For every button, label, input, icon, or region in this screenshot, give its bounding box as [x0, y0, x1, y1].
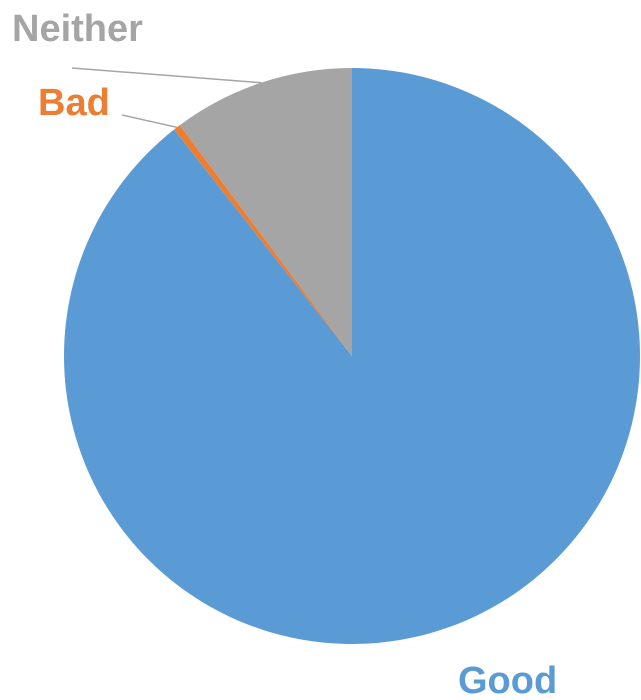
pie-slice-good: [64, 68, 641, 645]
pie-slices: [64, 67, 641, 645]
slice-labels: Good Bad Neither: [12, 8, 557, 700]
leader-lines: [71, 67, 262, 129]
slice-label-bad: Bad: [38, 82, 110, 124]
slice-label-good: Good: [458, 660, 557, 700]
pie-slice-neither: [179, 67, 352, 356]
pie-slice-bad: [174, 125, 352, 357]
leader-line-neither: [71, 67, 262, 84]
leader-line-bad: [121, 114, 178, 129]
slice-label-neither: Neither: [12, 8, 143, 50]
